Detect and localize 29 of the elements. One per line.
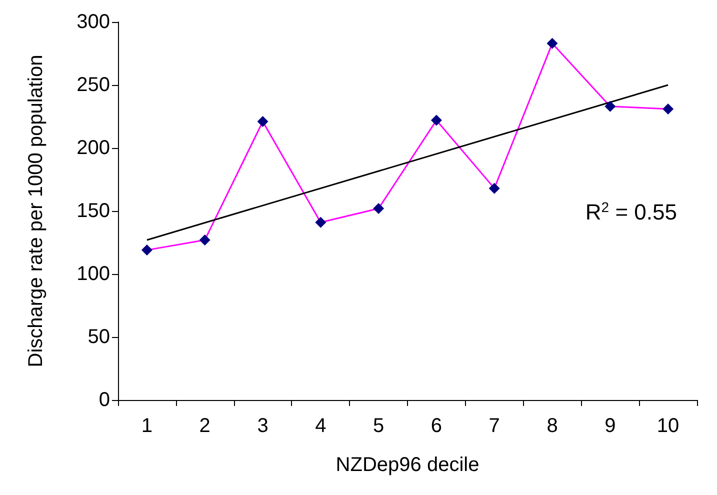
x-tick-label: 1 (141, 415, 153, 437)
y-axis-title: Discharge rate per 1000 population (25, 54, 47, 368)
x-tick-label: 10 (656, 415, 680, 437)
point (315, 216, 326, 228)
x-tick-label: 5 (372, 415, 384, 437)
x-tick-label: 4 (315, 415, 326, 437)
point (430, 114, 442, 126)
x-tick-label: 8 (546, 415, 558, 437)
point (488, 182, 500, 194)
y-tick-label: 0 (98, 389, 110, 411)
point (546, 38, 558, 49)
point (604, 100, 616, 112)
point (373, 202, 384, 214)
y-tick-label: 100 (76, 263, 110, 285)
x-tick-label: 6 (430, 415, 442, 437)
point (257, 116, 268, 128)
y-tick-label: 250 (76, 74, 110, 96)
x-tick-label: 7 (488, 415, 500, 437)
y-tick-label: 300 (76, 11, 110, 33)
y-tick-label: 200 (76, 137, 110, 159)
y-tick-label: 50 (88, 326, 110, 348)
y-tick-label: 150 (76, 200, 110, 222)
x-tick-label: 2 (199, 415, 210, 437)
point (141, 244, 152, 256)
point (199, 234, 210, 246)
point (662, 103, 674, 114)
x-tick-label: 9 (604, 415, 616, 437)
x-tick-label: 3 (257, 415, 268, 437)
x-axis-title: NZDep96 decile (336, 454, 480, 476)
